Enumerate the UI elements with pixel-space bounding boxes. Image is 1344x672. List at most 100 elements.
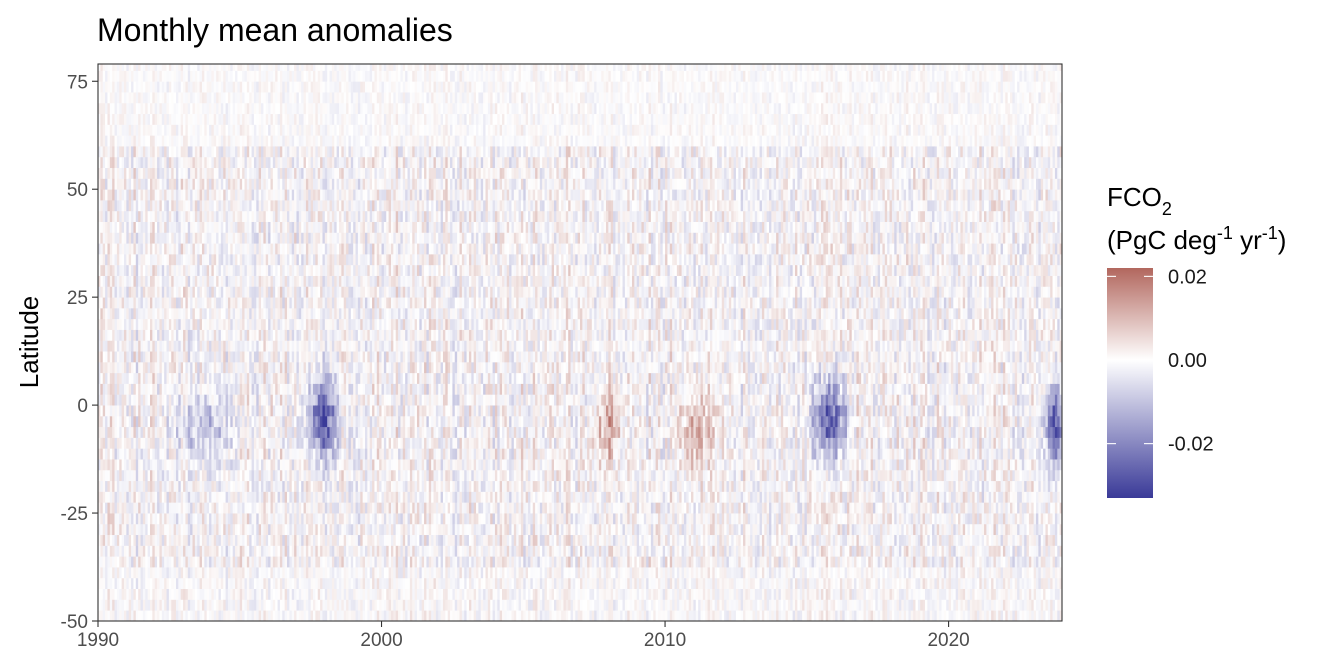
heatmap-cell (235, 405, 238, 417)
heatmap-cell (187, 210, 191, 222)
heatmap-cell (164, 588, 167, 600)
heatmap-cell (272, 275, 276, 287)
heatmap-cell (301, 232, 304, 244)
heatmap-cell (116, 253, 120, 266)
heatmap-cell (258, 394, 262, 406)
heatmap-cell (220, 70, 224, 82)
heatmap-cell (213, 610, 217, 621)
heatmap-cell (175, 513, 179, 525)
heatmap-cell (256, 318, 260, 330)
heatmap-cell (166, 394, 170, 406)
heatmap-cell (145, 534, 149, 546)
heatmap-cell (204, 189, 208, 201)
heatmap-cell (173, 275, 177, 287)
heatmap-cell (305, 588, 309, 600)
heatmap-cell (142, 534, 146, 546)
heatmap-cell (294, 102, 297, 115)
heatmap-cell (109, 264, 113, 276)
heatmap-cell (291, 81, 295, 93)
heatmap-cell (317, 459, 321, 471)
heatmap-cell (123, 275, 127, 287)
heatmap-cell (244, 556, 248, 568)
heatmap-cell (157, 243, 160, 255)
heatmap-cell (133, 502, 137, 514)
heatmap-cell (230, 70, 234, 82)
heatmap-cell (194, 232, 198, 244)
heatmap-cell (135, 480, 139, 492)
heatmap-cell (185, 253, 189, 266)
heatmap-cell (173, 81, 177, 93)
heatmap-cell (258, 610, 262, 621)
heatmap-cell (154, 81, 158, 93)
heatmap-cell (190, 307, 193, 320)
heatmap-cell (185, 383, 189, 395)
heatmap-cell (119, 437, 123, 449)
heatmap-cell (235, 264, 238, 276)
heatmap-cell (296, 469, 300, 482)
heatmap-cell (121, 102, 125, 115)
heatmap-cell (157, 459, 160, 471)
heatmap-cell (301, 102, 304, 115)
heatmap-cell (242, 480, 245, 492)
heatmap-cell (190, 491, 193, 503)
heatmap-cell (135, 146, 139, 158)
heatmap-cell (320, 491, 323, 503)
heatmap-cell (256, 340, 260, 352)
heatmap-cell (213, 480, 217, 492)
heatmap-cell (128, 92, 132, 104)
heatmap-cell (296, 146, 300, 158)
heatmap-cell (204, 210, 208, 222)
heatmap-cell (206, 556, 210, 568)
heatmap-cell (218, 318, 222, 330)
heatmap-cell (287, 156, 290, 169)
heatmap-cell (183, 221, 186, 233)
heatmap-cell (232, 189, 236, 201)
heatmap-cell (206, 577, 210, 590)
heatmap-cell (197, 64, 200, 71)
heatmap-cell (213, 361, 217, 374)
heatmap-cell (166, 556, 170, 568)
heatmap-cell (199, 329, 203, 341)
heatmap-cell (178, 264, 182, 276)
heatmap-cell (197, 264, 200, 276)
heatmap-cell (100, 577, 104, 590)
heatmap-cell (105, 567, 108, 579)
heatmap-cell (242, 394, 245, 406)
heatmap-cell (305, 297, 309, 309)
heatmap-cell (225, 556, 229, 568)
heatmap-cell (320, 426, 323, 438)
heatmap-cell (109, 588, 113, 600)
heatmap-cell (102, 415, 106, 428)
heatmap-cell (242, 113, 245, 125)
heatmap-cell (171, 567, 175, 579)
heatmap-cell (126, 480, 130, 492)
heatmap-cell (157, 178, 160, 190)
heatmap-cell (173, 480, 177, 492)
heatmap-cell (303, 556, 307, 568)
heatmap-cell (119, 459, 123, 471)
heatmap-cell (261, 318, 264, 330)
heatmap-cell (244, 64, 248, 71)
heatmap-cell (232, 243, 236, 255)
heatmap-cell (313, 469, 316, 482)
heatmap-cell (112, 189, 115, 201)
heatmap-cell (107, 329, 111, 341)
heatmap-cell (287, 64, 290, 71)
heatmap-cell (230, 394, 234, 406)
heatmap-cell (128, 286, 132, 298)
heatmap-cell (206, 383, 210, 395)
heatmap-cell (138, 405, 141, 417)
heatmap-cell (123, 167, 127, 179)
heatmap-cell (180, 361, 184, 374)
heatmap-cell (253, 329, 257, 341)
heatmap-cell (157, 318, 160, 330)
heatmap-cell (121, 70, 125, 82)
heatmap-cell (102, 210, 106, 222)
heatmap-cell (209, 426, 212, 438)
heatmap-cell (178, 415, 182, 428)
heatmap-cell (315, 81, 319, 93)
heatmap-cell (154, 221, 158, 233)
heatmap-cell (168, 275, 172, 287)
heatmap-cell (256, 426, 260, 438)
heatmap-cell (197, 372, 200, 384)
